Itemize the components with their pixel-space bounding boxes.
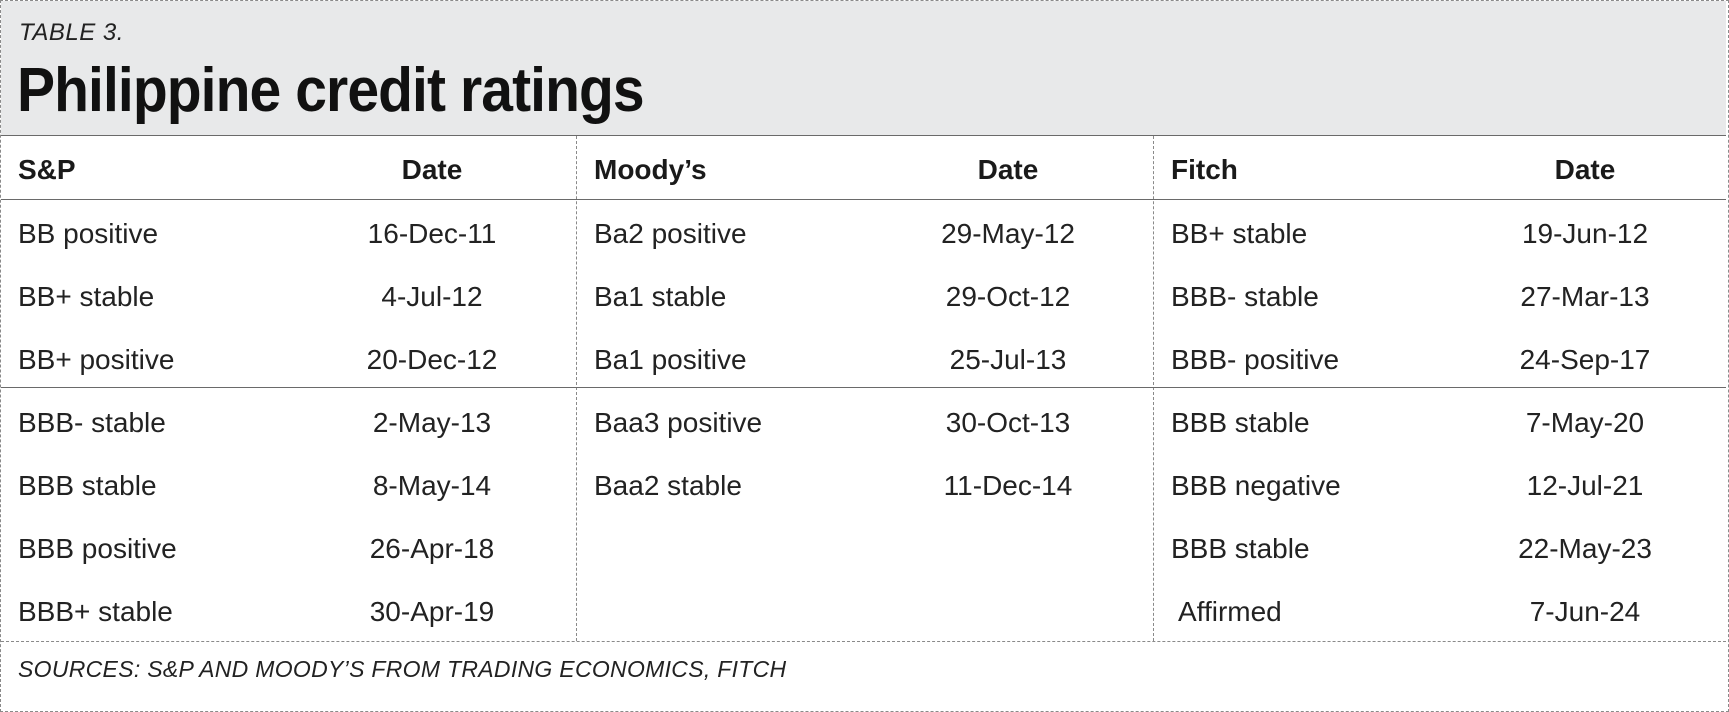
moodys-date-cell: 29-Oct-12 xyxy=(945,281,1071,312)
fitch-rating-cell: Affirmed xyxy=(1178,596,1282,627)
column-header-fitch-date: Date xyxy=(1554,154,1616,185)
column-divider xyxy=(1153,136,1154,641)
moodys-rating-cell: Baa2 stable xyxy=(594,470,742,501)
column-header-moodys-date: Date xyxy=(977,154,1039,185)
column-header-moodys: Moody’s xyxy=(594,154,707,185)
column-divider xyxy=(576,136,577,641)
group-rule xyxy=(1,387,1726,388)
sp-rating-cell: BBB stable xyxy=(18,470,157,501)
table-number: TABLE 3. xyxy=(19,19,124,46)
fitch-rating-cell: BBB- positive xyxy=(1171,344,1340,375)
sp-date-cell: 30-Apr-19 xyxy=(369,596,495,627)
table-header: TABLE 3. Philippine credit ratings xyxy=(1,1,1726,136)
fitch-rating-cell: BB+ stable xyxy=(1171,218,1308,249)
sp-date-cell: 26-Apr-18 xyxy=(369,533,495,564)
sp-date-cell: 16-Dec-11 xyxy=(367,218,497,249)
sp-date-cell: 8-May-14 xyxy=(372,470,492,501)
sp-rating-cell: BBB- stable xyxy=(18,407,166,438)
sp-rating-cell: BBB+ stable xyxy=(18,596,173,627)
sp-rating-cell: BBB positive xyxy=(18,533,177,564)
column-header-sp-date: Date xyxy=(401,154,463,185)
column-header-fitch: Fitch xyxy=(1171,154,1238,185)
moodys-date-cell: 25-Jul-13 xyxy=(949,344,1067,375)
moodys-rating-cell: Baa3 positive xyxy=(594,407,763,438)
fitch-rating-cell: BBB stable xyxy=(1171,407,1310,438)
moodys-rating-cell: Ba2 positive xyxy=(594,218,747,249)
column-header-sp: S&P xyxy=(18,154,76,185)
sp-rating-cell: BB+ stable xyxy=(18,281,155,312)
sp-date-cell: 4-Jul-12 xyxy=(381,281,483,312)
moodys-rating-cell: Ba1 stable xyxy=(594,281,727,312)
sp-rating-cell: BB positive xyxy=(18,218,159,249)
fitch-date-cell: 12-Jul-21 xyxy=(1526,470,1644,501)
fitch-date-cell: 19-Jun-12 xyxy=(1521,218,1649,249)
fitch-date-cell: 24-Sep-17 xyxy=(1519,344,1651,375)
sp-rating-cell: BB+ positive xyxy=(18,344,175,375)
fitch-date-cell: 27-Mar-13 xyxy=(1520,281,1650,312)
header-row-rule xyxy=(1,199,1726,200)
fitch-date-cell: 22-May-23 xyxy=(1518,533,1652,564)
moodys-date-cell: 30-Oct-13 xyxy=(945,407,1071,438)
fitch-rating-cell: BBB negative xyxy=(1171,470,1341,501)
fitch-rating-cell: BBB- stable xyxy=(1171,281,1319,312)
sp-date-cell: 20-Dec-12 xyxy=(366,344,498,375)
moodys-date-cell: 29-May-12 xyxy=(941,218,1075,249)
fitch-date-cell: 7-Jun-24 xyxy=(1529,596,1641,627)
sources-note: SOURCES: S&P AND MOODY’S FROM TRADING EC… xyxy=(18,656,787,682)
fitch-date-cell: 7-May-20 xyxy=(1525,407,1645,438)
moodys-date-cell: 11-Dec-14 xyxy=(943,470,1073,501)
moodys-rating-cell: Ba1 positive xyxy=(594,344,747,375)
fitch-rating-cell: BBB stable xyxy=(1171,533,1310,564)
footer-rule xyxy=(1,641,1726,642)
sp-date-cell: 2-May-13 xyxy=(372,407,492,438)
page-title: Philippine credit ratings xyxy=(17,56,645,125)
